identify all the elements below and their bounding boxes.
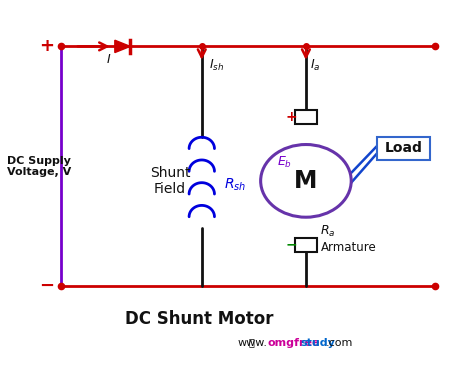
Text: M: M — [294, 169, 318, 193]
Text: study: study — [300, 338, 335, 348]
Text: I: I — [107, 53, 111, 66]
Text: $R_a$: $R_a$ — [320, 224, 336, 239]
Text: −: − — [39, 277, 55, 295]
Bar — [295, 110, 317, 124]
Text: $R_{sh}$: $R_{sh}$ — [224, 176, 246, 193]
Text: 📖: 📖 — [249, 338, 255, 348]
Text: +: + — [286, 110, 297, 124]
Circle shape — [261, 145, 351, 217]
Text: .com: .com — [326, 338, 353, 348]
Text: Shunt
Field: Shunt Field — [150, 166, 191, 196]
Text: $E_b$: $E_b$ — [277, 155, 292, 170]
FancyBboxPatch shape — [376, 137, 430, 160]
Text: $I_a$: $I_a$ — [310, 58, 321, 73]
Bar — [295, 238, 317, 252]
Text: $I_{sh}$: $I_{sh}$ — [209, 58, 224, 73]
Text: omgfree: omgfree — [267, 338, 320, 348]
Text: Load: Load — [384, 141, 422, 155]
Text: Armature: Armature — [320, 241, 376, 254]
Text: DC Shunt Motor: DC Shunt Motor — [125, 310, 274, 328]
Text: www.: www. — [237, 338, 267, 348]
Polygon shape — [115, 40, 130, 52]
Text: DC Supply
Voltage, V: DC Supply Voltage, V — [7, 155, 71, 177]
Text: −: − — [286, 238, 297, 252]
Text: +: + — [39, 37, 55, 55]
